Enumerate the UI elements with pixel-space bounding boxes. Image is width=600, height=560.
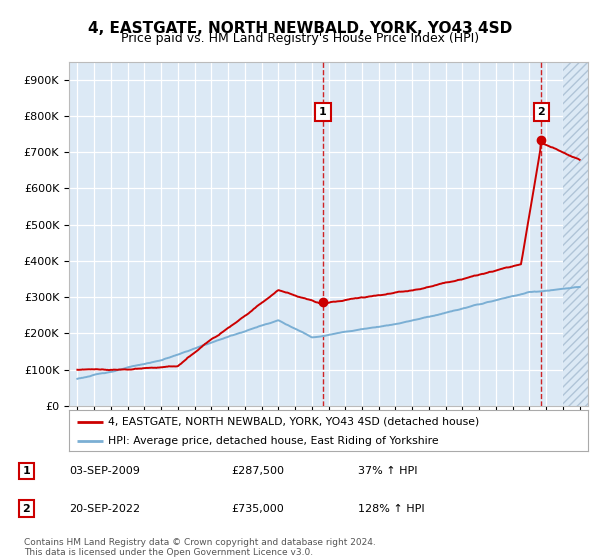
Text: 03-SEP-2009: 03-SEP-2009 [70,466,140,476]
Text: £735,000: £735,000 [231,504,284,514]
Text: 1: 1 [23,466,30,476]
Text: 2: 2 [23,504,30,514]
Bar [563,62,588,406]
Text: 4, EASTGATE, NORTH NEWBALD, YORK, YO43 4SD (detached house): 4, EASTGATE, NORTH NEWBALD, YORK, YO43 4… [108,417,479,427]
Text: 37% ↑ HPI: 37% ↑ HPI [358,466,417,476]
Text: 2: 2 [538,108,545,118]
Text: 128% ↑ HPI: 128% ↑ HPI [358,504,424,514]
Text: Contains HM Land Registry data © Crown copyright and database right 2024.
This d: Contains HM Land Registry data © Crown c… [24,538,376,557]
Text: 20-SEP-2022: 20-SEP-2022 [70,504,141,514]
Text: 4, EASTGATE, NORTH NEWBALD, YORK, YO43 4SD: 4, EASTGATE, NORTH NEWBALD, YORK, YO43 4… [88,21,512,36]
Text: 1: 1 [319,108,327,118]
Text: Price paid vs. HM Land Registry's House Price Index (HPI): Price paid vs. HM Land Registry's House … [121,32,479,45]
Text: HPI: Average price, detached house, East Riding of Yorkshire: HPI: Average price, detached house, East… [108,436,439,446]
Text: £287,500: £287,500 [231,466,284,476]
